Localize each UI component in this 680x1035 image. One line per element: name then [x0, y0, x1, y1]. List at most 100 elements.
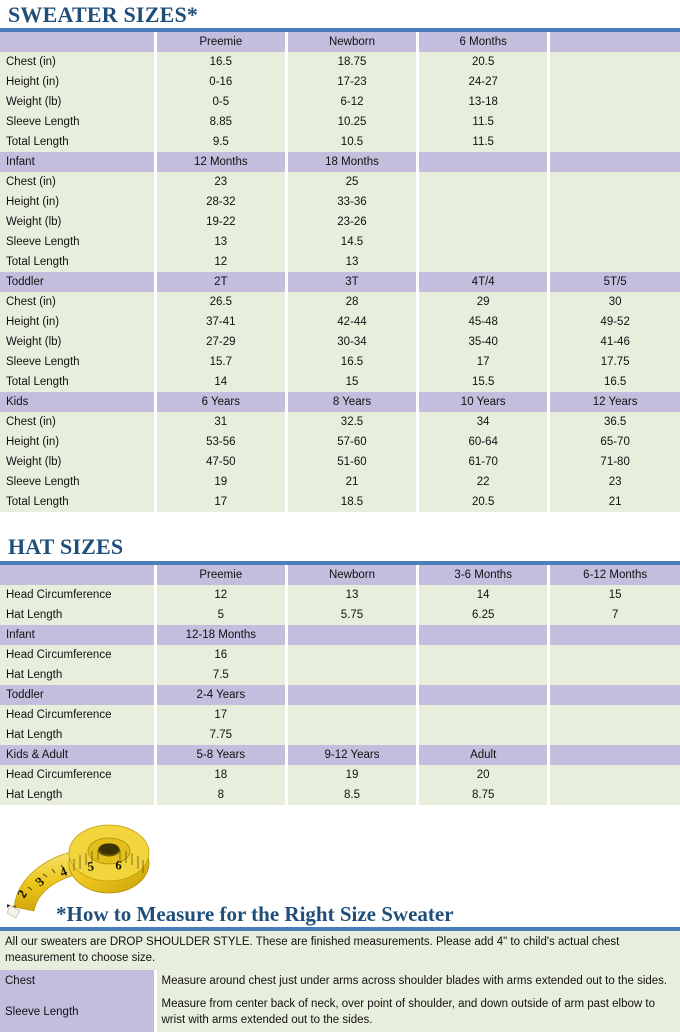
size-column-header: 6-12 Months: [548, 564, 680, 585]
measurement-value: 14.5: [286, 232, 420, 253]
measurement-value: 57-60: [286, 432, 420, 453]
measurement-value: 13: [286, 584, 420, 605]
measurement-value: [548, 112, 680, 133]
measurement-value: 49-52: [548, 312, 680, 333]
measurement-value: 21: [548, 492, 680, 513]
measurement-value: 30-34: [286, 332, 420, 353]
measurement-value: [286, 664, 420, 685]
size-column-header: [417, 152, 551, 173]
measurement-value: 19: [155, 472, 288, 493]
measurement-value: 18.75: [286, 52, 420, 73]
size-column-header: 3-6 Months: [417, 564, 551, 585]
measurement-value: [417, 232, 551, 253]
tape-measure-icon: 1 2 3 4 5 6: [2, 819, 162, 919]
size-column-header: 12 Months: [155, 152, 288, 173]
measurement-label: Chest (in): [0, 292, 157, 313]
size-column-header: Preemie: [155, 564, 288, 585]
measurement-value: [286, 644, 420, 665]
size-column-header: [548, 32, 680, 53]
hat-table-body: Preemie Newborn 3-6 Months 6-12 Months Head …: [0, 564, 680, 805]
measurement-label: Head Circumference: [0, 764, 157, 785]
table-row: Chest (in) 16.5 18.75 20.5: [0, 52, 680, 73]
measure-instruction-label: Sleeve Length: [0, 992, 157, 1032]
table-row: Total Length 9.5 10.5 11.5: [0, 132, 680, 153]
measurement-value: [548, 52, 680, 73]
measurement-label: Sleeve Length: [0, 112, 157, 133]
size-column-header: 2-4 Years: [155, 684, 288, 705]
measurement-value: 20: [417, 764, 551, 785]
size-group-label: Infant: [0, 152, 157, 173]
measurement-value: 6.25: [417, 604, 551, 625]
size-column-header: 18 Months: [286, 152, 420, 173]
measurement-value: 35-40: [417, 332, 551, 353]
hat-sizes-title: HAT SIZES: [8, 534, 124, 560]
measurement-value: 13-18: [417, 92, 551, 113]
measurement-value: [548, 232, 680, 253]
size-column-header: 12-18 Months: [155, 624, 288, 645]
tape-measure-svg: 1 2 3 4 5 6: [3, 824, 150, 918]
measurement-value: 36.5: [548, 412, 680, 433]
measurement-value: [548, 72, 680, 93]
measurement-value: 0-16: [155, 72, 288, 93]
measurement-value: 7.75: [155, 724, 288, 745]
size-column-header: Preemie: [155, 32, 288, 53]
size-column-header: Newborn: [286, 32, 420, 53]
measurement-value: 42-44: [286, 312, 420, 333]
measurement-value: 15: [548, 584, 680, 605]
measurement-value: 7: [548, 604, 680, 625]
measurement-value: 23: [155, 172, 288, 193]
measurement-value: [548, 192, 680, 213]
measurement-value: 11.5: [417, 112, 551, 133]
measurement-value: 8.85: [155, 112, 288, 133]
measurement-value: 16.5: [548, 372, 680, 393]
measurement-value: 17-23: [286, 72, 420, 93]
measurement-value: [548, 644, 680, 665]
size-column-header: [548, 624, 680, 645]
measurement-value: [548, 252, 680, 273]
measurement-value: 31: [155, 412, 288, 433]
measurement-value: 23-26: [286, 212, 420, 233]
measurement-value: 29: [417, 292, 551, 313]
measurement-value: [548, 172, 680, 193]
measurement-value: [417, 724, 551, 745]
measurement-value: 32.5: [286, 412, 420, 433]
measurement-value: 22: [417, 472, 551, 493]
measurement-value: 16.5: [155, 52, 288, 73]
size-group-label: [0, 564, 157, 585]
measurement-value: 9.5: [155, 132, 288, 153]
measurement-label: Head Circumference: [0, 644, 157, 665]
size-group-header-row: Toddler 2T 3T 4T/4 5T/5: [0, 272, 680, 293]
measurement-value: [548, 212, 680, 233]
measurement-label: Chest (in): [0, 52, 157, 73]
measurement-label: Height (in): [0, 72, 157, 93]
size-column-header: [286, 684, 420, 705]
how-to-measure-table: All our sweaters are DROP SHOULDER STYLE…: [0, 930, 680, 1032]
measurement-value: 21: [286, 472, 420, 493]
measurement-value: 19-22: [155, 212, 288, 233]
measurement-value: [417, 172, 551, 193]
table-row: Chest (in) 31 32.5 34 36.5: [0, 412, 680, 433]
measurement-label: Weight (lb): [0, 92, 157, 113]
measurement-value: 20.5: [417, 492, 551, 513]
measurement-label: Chest (in): [0, 412, 157, 433]
hat-sizes-table: Preemie Newborn 3-6 Months 6-12 Months Head …: [0, 564, 680, 805]
measurement-value: 13: [286, 252, 420, 273]
table-row: Weight (lb) 19-22 23-26: [0, 212, 680, 233]
size-column-header: [286, 624, 420, 645]
measurement-value: 18.5: [286, 492, 420, 513]
measurement-label: Chest (in): [0, 172, 157, 193]
table-row: Total Length 12 13: [0, 252, 680, 273]
table-row: Weight (lb) 47-50 51-60 61-70 71-80: [0, 452, 680, 473]
measurement-value: 23: [548, 472, 680, 493]
measure-instruction-text: Measure from center back of neck, over p…: [155, 992, 680, 1032]
table-row: Head Circumference 18 19 20: [0, 764, 680, 785]
measurement-value: 33-36: [286, 192, 420, 213]
measurement-value: [417, 704, 551, 725]
table-row: Total Length 17 18.5 20.5 21: [0, 492, 680, 513]
size-column-header: 5-8 Years: [155, 744, 288, 765]
section-gap-1: [0, 512, 680, 533]
measurement-value: [548, 132, 680, 153]
sweater-sizes-title: SWEATER SIZES*: [8, 2, 199, 27]
sweater-title-rule: [0, 28, 680, 33]
size-group-label: Infant: [0, 624, 157, 645]
